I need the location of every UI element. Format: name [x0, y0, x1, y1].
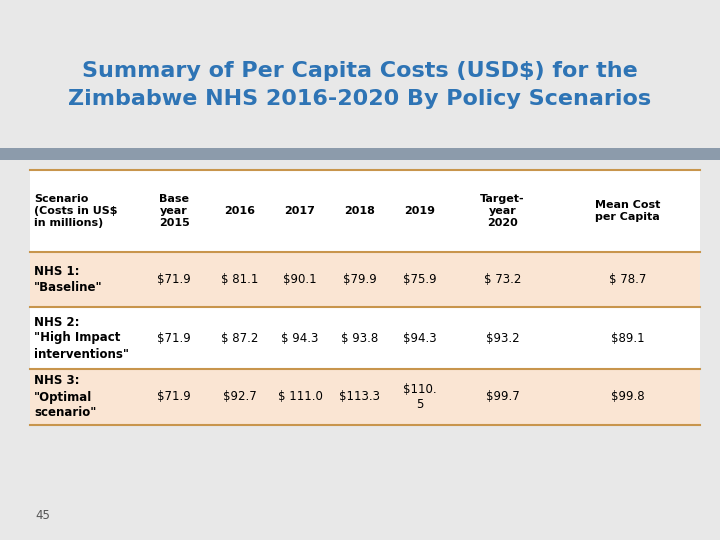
Text: $99.7: $99.7 [485, 390, 519, 403]
Text: $ 94.3: $ 94.3 [282, 332, 319, 345]
Text: $ 78.7: $ 78.7 [609, 273, 646, 286]
Text: $71.9: $71.9 [157, 390, 191, 403]
Text: $93.2: $93.2 [486, 332, 519, 345]
Text: $94.3: $94.3 [403, 332, 437, 345]
Text: $ 87.2: $ 87.2 [221, 332, 258, 345]
Text: Base
year
2015: Base year 2015 [158, 194, 189, 228]
Text: $ 81.1: $ 81.1 [221, 273, 258, 286]
Text: Mean Cost
per Capita: Mean Cost per Capita [595, 200, 660, 222]
Text: Target-
year
2020: Target- year 2020 [480, 194, 525, 228]
Text: 2019: 2019 [405, 206, 436, 216]
FancyBboxPatch shape [30, 252, 700, 307]
Text: Summary of Per Capita Costs (USD$) for the
Zimbabwe NHS 2016-2020 By Policy Scen: Summary of Per Capita Costs (USD$) for t… [68, 61, 652, 109]
Text: NHS 1:
"Baseline": NHS 1: "Baseline" [34, 265, 103, 294]
Text: NHS 2:
"High Impact
interventions": NHS 2: "High Impact interventions" [34, 315, 129, 361]
Text: $113.3: $113.3 [340, 390, 380, 403]
Text: Scenario
(Costs in US$
in millions): Scenario (Costs in US$ in millions) [34, 194, 117, 228]
Text: $90.1: $90.1 [283, 273, 317, 286]
FancyBboxPatch shape [0, 148, 720, 160]
Text: $ 73.2: $ 73.2 [484, 273, 521, 286]
Text: 45: 45 [35, 509, 50, 522]
Text: 2016: 2016 [225, 206, 256, 216]
Text: $75.9: $75.9 [403, 273, 437, 286]
FancyBboxPatch shape [30, 170, 700, 425]
Text: $92.7: $92.7 [223, 390, 257, 403]
FancyBboxPatch shape [30, 369, 700, 425]
Text: 2017: 2017 [284, 206, 315, 216]
Text: NHS 3:
"Optimal
scenario": NHS 3: "Optimal scenario" [34, 375, 96, 420]
Text: $99.8: $99.8 [611, 390, 644, 403]
Text: $110.
5: $110. 5 [403, 383, 437, 411]
Text: $ 93.8: $ 93.8 [341, 332, 379, 345]
Text: $ 111.0: $ 111.0 [278, 390, 323, 403]
Text: $71.9: $71.9 [157, 273, 191, 286]
Text: 2018: 2018 [345, 206, 375, 216]
Text: $79.9: $79.9 [343, 273, 377, 286]
Text: $89.1: $89.1 [611, 332, 644, 345]
Text: $71.9: $71.9 [157, 332, 191, 345]
